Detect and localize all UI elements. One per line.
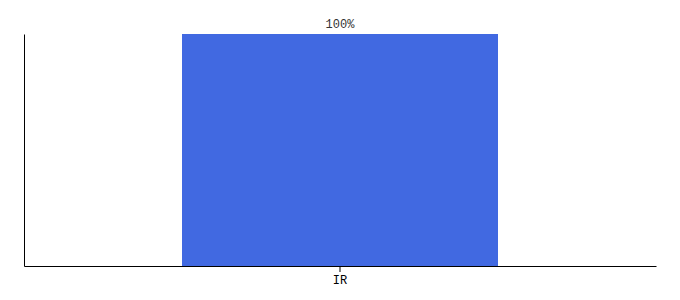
x-tick-mark [340,266,341,272]
bars [182,34,498,266]
chart-container: IR 100% [0,0,680,300]
data-label: 100% [326,18,356,32]
y-axis-line [24,35,25,267]
y-axis [24,35,25,267]
chart-svg: IR 100% [0,0,680,300]
x-tick-label: IR [333,274,347,288]
plot-area: IR 100% [25,18,657,288]
x-axis: IR [25,266,657,288]
bar [182,34,498,266]
x-tick: IR [333,266,347,288]
data-labels: 100% [326,18,356,32]
